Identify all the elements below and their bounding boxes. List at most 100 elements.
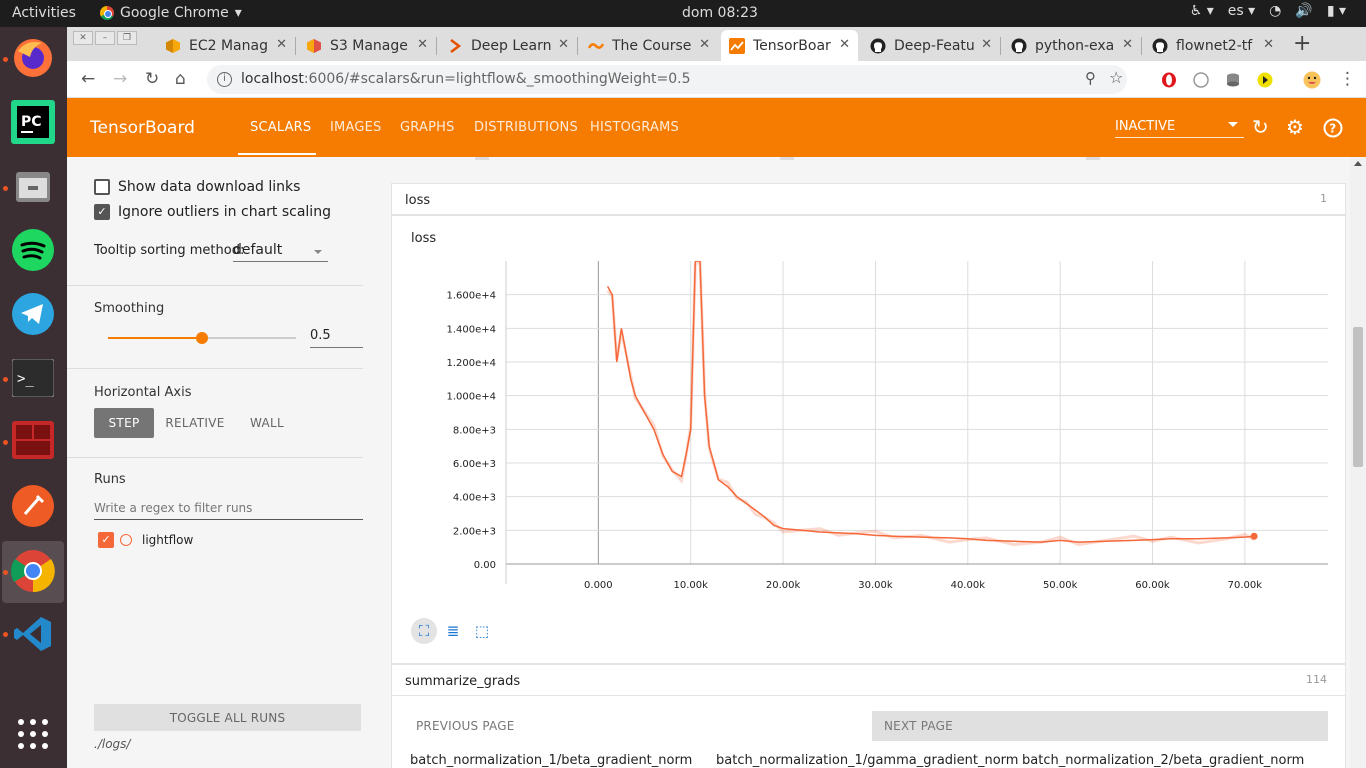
section-count: 114 (1306, 673, 1327, 686)
tab-scalars[interactable]: SCALARS (250, 120, 312, 135)
plugin-select[interactable]: INACTIVE (1115, 119, 1244, 138)
accessibility-icon[interactable]: ♿ ▾ (1189, 3, 1214, 19)
url-text[interactable]: localhost:6006/#scalars&run=lightflow&_s… (241, 71, 691, 87)
close-icon[interactable]: ✕ (1122, 37, 1133, 52)
close-icon[interactable]: ✕ (276, 37, 287, 52)
runs-label: Runs (94, 472, 126, 487)
tag-name: batch_normalization_1/gamma_gradient_nor… (716, 753, 1019, 768)
tab-deep-learning[interactable]: Deep Learn ✕ (439, 30, 577, 61)
close-icon[interactable]: ✕ (417, 37, 428, 52)
vscode-icon[interactable] (10, 611, 56, 657)
tab-ec2[interactable]: EC2 Manag ✕ (157, 30, 295, 61)
window-close-button[interactable]: ✕ (73, 31, 93, 45)
previous-page-button[interactable]: PREVIOUS PAGE (416, 719, 515, 733)
tab-images[interactable]: IMAGES (330, 120, 382, 135)
system-top-bar: Activities Google Chrome ▾ dom 08:23 ♿ ▾… (0, 0, 1366, 27)
smoothing-slider[interactable] (108, 332, 296, 344)
axis-wall-button[interactable]: WALL (250, 416, 284, 430)
window-minimize-button[interactable]: – (95, 31, 115, 45)
reload-icon[interactable]: ↻ (145, 69, 160, 89)
svg-text:PC: PC (21, 114, 42, 130)
y-tick-label: 0.00 (474, 560, 496, 571)
terminal-icon[interactable]: >_ (10, 355, 56, 401)
info-icon[interactable]: i (217, 72, 232, 87)
checkbox-checked[interactable]: ✓ (94, 204, 110, 220)
scroll-thumb[interactable] (1353, 327, 1363, 467)
sidebar: Show data download links ✓ Ignore outlie… (67, 157, 390, 768)
extension-icon[interactable] (1193, 72, 1209, 88)
status-indicators[interactable]: ♿ ▾ es ▾ ◔ 🔊 ▮ ▾ (1190, 3, 1346, 19)
tab-the-course[interactable]: The Course ✕ (580, 30, 718, 61)
close-icon[interactable]: ✕ (699, 37, 710, 52)
scroll-up-icon[interactable] (1354, 161, 1362, 166)
tab-deep-feature[interactable]: Deep-Featu ✕ (862, 30, 1000, 61)
close-icon[interactable]: ✕ (981, 37, 992, 52)
run-checkbox[interactable]: ✓ (98, 532, 114, 548)
new-tab-button[interactable]: + (1293, 31, 1312, 56)
smoothing-label: Smoothing (94, 301, 165, 316)
back-icon[interactable]: ← (81, 69, 96, 89)
chrome-dock-icon[interactable] (10, 548, 56, 594)
zoom-icon[interactable]: ⚲ (1085, 69, 1096, 87)
slider-knob[interactable] (196, 332, 208, 344)
reload-icon[interactable]: ↻ (1252, 115, 1269, 139)
run-filter-input[interactable]: Write a regex to filter runs (94, 501, 363, 520)
keyboard-layout[interactable]: es ▾ (1227, 3, 1256, 19)
postman-icon[interactable] (10, 483, 56, 529)
activities-button[interactable]: Activities (12, 5, 76, 21)
log-scale-button[interactable]: ≣ (446, 622, 460, 640)
database-icon[interactable] (1225, 72, 1241, 88)
bookmark-star-icon[interactable]: ☆ (1109, 68, 1124, 87)
toggle-all-runs-button[interactable]: TOGGLE ALL RUNS (94, 704, 361, 731)
tab-tensorboard[interactable]: TensorBoar ✕ (721, 30, 858, 61)
firefox-icon[interactable] (10, 35, 56, 81)
next-page-button[interactable]: NEXT PAGE (872, 711, 1328, 741)
close-icon[interactable]: ✕ (558, 37, 569, 52)
menu-kebab-icon[interactable]: ⋮ (1339, 69, 1356, 89)
clock[interactable]: dom 08:23 (682, 5, 758, 21)
expand-chart-button[interactable]: ⬚ (474, 622, 490, 640)
tilix-icon[interactable] (10, 417, 56, 463)
avatar[interactable] (1303, 71, 1321, 89)
y-tick-label: 2.00e+3 (453, 526, 496, 537)
telegram-icon[interactable] (10, 291, 56, 337)
gear-icon[interactable]: ⚙ (1286, 115, 1304, 139)
home-icon[interactable]: ⌂ (175, 69, 186, 89)
loss-chart[interactable]: 0.000 10.00k 20.00k 30.00k 40.00k 50.00k 60.00… (392, 251, 1347, 611)
fit-domain-button[interactable]: ⛶ (411, 618, 437, 644)
files-icon[interactable] (10, 163, 56, 209)
show-download-links-checkbox[interactable]: Show data download links (94, 179, 300, 195)
loss-section-header[interactable]: loss 1 (391, 183, 1346, 215)
axis-step-button[interactable]: STEP (94, 408, 154, 438)
window-maximize-button[interactable]: ❐ (117, 31, 137, 45)
y-tick-label: 1.000e+4 (446, 392, 496, 403)
close-icon[interactable]: ✕ (1263, 37, 1274, 52)
tab-graphs[interactable]: GRAPHS (400, 120, 455, 135)
tab-histograms[interactable]: HISTOGRAMS (590, 120, 679, 135)
forward-icon[interactable]: → (113, 69, 128, 89)
show-apps-icon[interactable] (10, 711, 56, 757)
close-icon[interactable]: ✕ (839, 37, 850, 52)
run-item-lightflow[interactable]: ✓ lightflow (98, 532, 193, 548)
tab-distributions[interactable]: DISTRIBUTIONS (474, 120, 578, 135)
tab-python-examples[interactable]: python-exa ✕ (1003, 30, 1141, 61)
chevron-down-icon: ▾ (234, 5, 242, 21)
tab-s3[interactable]: S3 Manage ✕ (298, 30, 436, 61)
x-tick-label: 50.00k (1043, 580, 1078, 591)
tab-flownet2[interactable]: flownet2-tf ✕ (1144, 30, 1282, 61)
axis-relative-button[interactable]: RELATIVE (165, 416, 225, 430)
page-scrollbar[interactable] (1350, 157, 1366, 768)
checkbox[interactable] (94, 179, 110, 195)
spotify-icon[interactable] (10, 227, 56, 273)
play-extension-icon[interactable] (1257, 72, 1273, 88)
pycharm-icon[interactable]: PC (10, 99, 56, 145)
x-tick-label: 40.00k (951, 580, 986, 591)
smoothing-input[interactable]: 0.5 (310, 328, 363, 348)
opera-icon[interactable] (1161, 72, 1177, 88)
address-bar[interactable]: i localhost:6006/#scalars&run=lightflow&… (207, 65, 1127, 94)
grads-section-header[interactable]: summarize_grads 114 (391, 664, 1346, 696)
help-icon[interactable]: ? (1323, 118, 1343, 138)
tooltip-sorting-select[interactable]: default (233, 242, 328, 262)
ignore-outliers-checkbox[interactable]: ✓ Ignore outliers in chart scaling (94, 204, 331, 220)
app-menu[interactable]: Google Chrome ▾ (100, 5, 242, 21)
